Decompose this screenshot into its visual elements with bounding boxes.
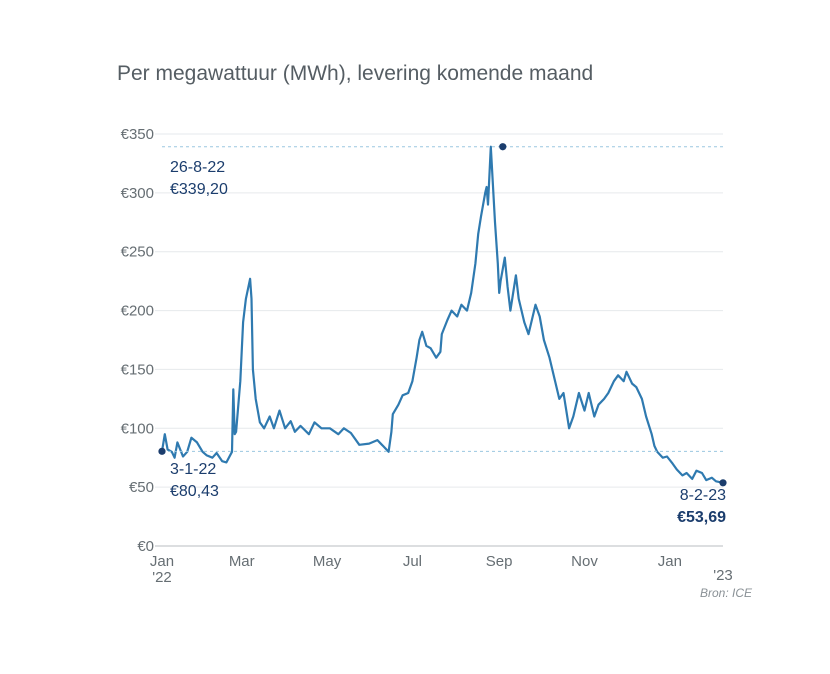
- y-tick-label: €350: [121, 126, 154, 143]
- series-layer: [160, 145, 725, 484]
- x-axis-ticks: Jan Mar May Jul Sep Nov Jan'22'23: [150, 553, 733, 586]
- y-tick-label: €300: [121, 185, 154, 202]
- x-year-label: '23: [713, 567, 733, 584]
- y-tick-label: €0: [137, 538, 154, 555]
- annotation-value: €339,20: [170, 181, 228, 198]
- series-line: [160, 145, 725, 484]
- y-tick-label: €150: [121, 361, 154, 378]
- y-tick-label: €250: [121, 244, 154, 261]
- y-tick-label: €200: [121, 303, 154, 320]
- y-axis-ticks: €0 €50 €100 €150 €200 €250 €300 €350: [121, 126, 154, 555]
- annotation-dot: [158, 447, 166, 455]
- annotation-date: 26-8-22: [170, 159, 225, 176]
- x-tick-label: Nov: [571, 553, 598, 570]
- annotations-layer: 26-8-22 €339,20 3-1-22 €80,43 8-2-23 €53,69: [158, 143, 727, 526]
- grid-lines: [155, 133, 723, 547]
- annotation-dot: [719, 479, 727, 487]
- x-tick-label: Jan: [658, 553, 682, 570]
- x-tick-label: Mar: [229, 553, 255, 570]
- annotation-value: €53,69: [677, 509, 726, 526]
- y-tick-label: €100: [121, 420, 154, 437]
- x-year-label: '22: [152, 569, 172, 586]
- x-tick-label: May: [313, 553, 342, 570]
- x-tick-label: Jul: [403, 553, 422, 570]
- annotation-value: €80,43: [170, 483, 219, 500]
- x-tick-label: Sep: [486, 553, 513, 570]
- annotation-date: 8-2-23: [680, 487, 726, 504]
- y-tick-label: €50: [129, 479, 154, 496]
- source-label: Bron: ICE: [700, 586, 753, 600]
- annotation-dot: [499, 143, 507, 151]
- chart-title: Per megawattuur (MWh), levering komende …: [117, 62, 593, 85]
- x-tick-label: Jan: [150, 553, 174, 570]
- annotation-date: 3-1-22: [170, 461, 216, 478]
